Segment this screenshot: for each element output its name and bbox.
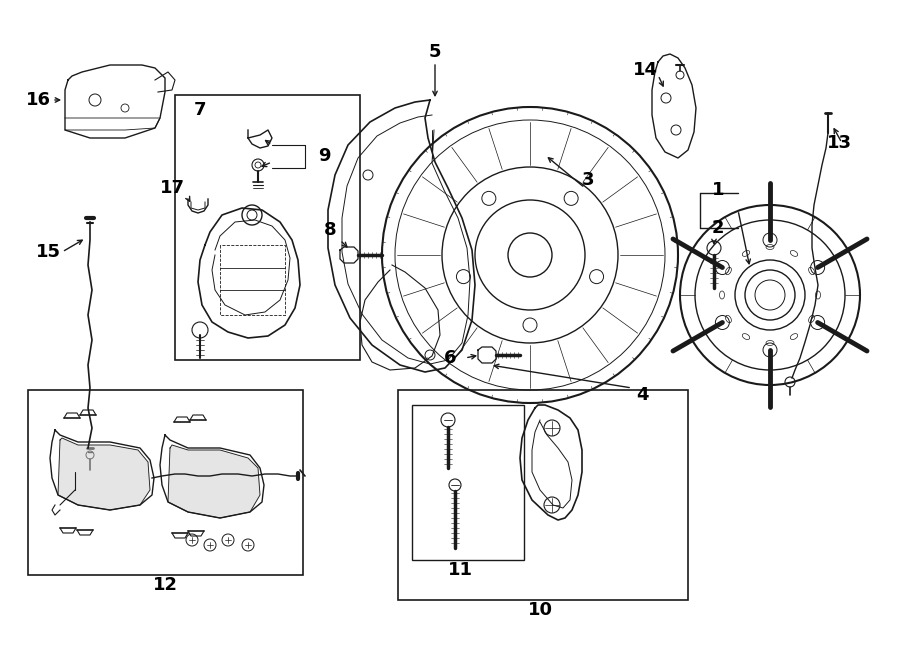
Text: 13: 13 — [827, 134, 852, 152]
Text: 16: 16 — [25, 91, 50, 109]
Text: 11: 11 — [447, 561, 473, 579]
Polygon shape — [168, 445, 260, 518]
Text: 3: 3 — [581, 171, 594, 189]
Text: 15: 15 — [35, 243, 60, 261]
Text: 10: 10 — [527, 601, 553, 619]
Text: 1: 1 — [712, 181, 724, 199]
Bar — [398, 390, 688, 600]
Text: 5: 5 — [428, 43, 441, 61]
Bar — [28, 390, 303, 575]
Text: 9: 9 — [318, 147, 330, 165]
Text: 8: 8 — [324, 221, 337, 239]
Text: 12: 12 — [152, 576, 177, 594]
Circle shape — [745, 270, 795, 320]
Text: 2: 2 — [712, 219, 724, 237]
Text: 6: 6 — [444, 349, 456, 367]
Bar — [412, 405, 524, 560]
Text: 14: 14 — [633, 61, 658, 79]
Circle shape — [508, 233, 552, 277]
Text: 7: 7 — [194, 101, 206, 119]
Text: 17: 17 — [159, 179, 184, 197]
Polygon shape — [58, 438, 150, 510]
Bar — [175, 95, 360, 360]
Text: 4: 4 — [635, 386, 648, 404]
